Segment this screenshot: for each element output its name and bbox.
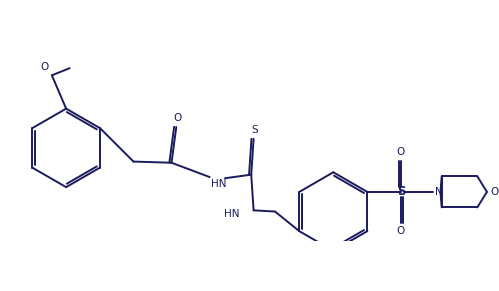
Text: HN: HN	[211, 180, 226, 189]
Text: O: O	[40, 62, 48, 72]
Text: O: O	[173, 113, 182, 123]
Text: O: O	[397, 148, 405, 157]
Text: O: O	[491, 187, 499, 197]
Text: HN: HN	[224, 209, 240, 219]
Text: O: O	[397, 226, 405, 236]
Text: S: S	[251, 125, 258, 135]
Text: N: N	[435, 187, 443, 197]
Text: S: S	[398, 185, 406, 198]
